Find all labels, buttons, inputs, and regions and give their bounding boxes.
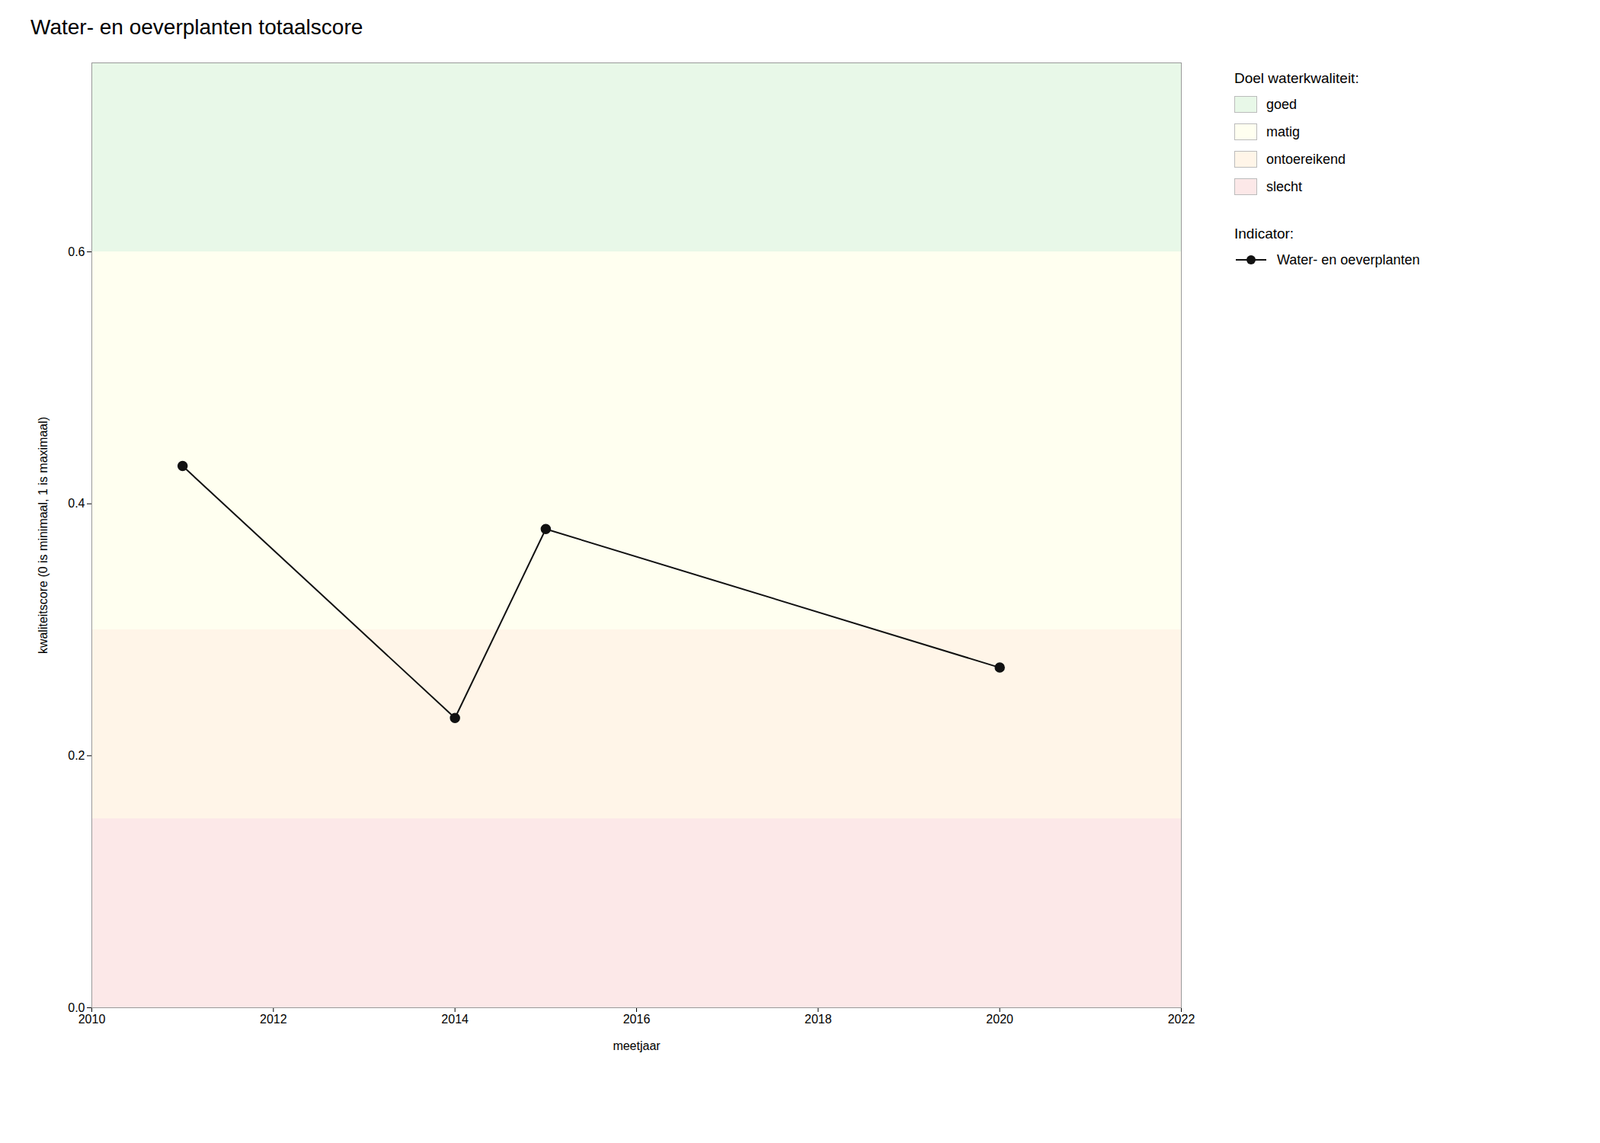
svg-text:2012: 2012 — [259, 1012, 288, 1026]
html-text:Water- en oeverplanten: Water- en oeverplanten — [1276, 251, 1420, 268]
svg-text:2020: 2020 — [985, 1012, 1014, 1026]
html-text:goed: goed — [1266, 96, 1297, 112]
svg-text:2022: 2022 — [1168, 1012, 1196, 1026]
html-text:Doel waterkwaliteit:: Doel waterkwaliteit: — [1234, 70, 1360, 87]
svg-text:0.4: 0.4 — [67, 496, 85, 510]
html-text:Water- en oeverplanten totaals: Water- en oeverplanten totaalscore — [30, 15, 363, 39]
html-text:ontoereikend: ontoereikend — [1266, 151, 1346, 167]
svg-text:0.6: 0.6 — [67, 245, 85, 259]
svg-text:2014: 2014 — [441, 1012, 469, 1026]
svg-text:0.2: 0.2 — [67, 748, 85, 762]
svg-text:kwaliteitscore (0 is minimaal,: kwaliteitscore (0 is minimaal, 1 is maxi… — [36, 416, 50, 654]
svg-text:meetjaar: meetjaar — [612, 1039, 661, 1053]
svg-text:2018: 2018 — [804, 1012, 832, 1026]
html-text:slecht: slecht — [1266, 178, 1303, 194]
svg-text:2010: 2010 — [78, 1012, 106, 1026]
html-text:matig: matig — [1266, 123, 1300, 140]
svg-text:0.0: 0.0 — [68, 1000, 85, 1014]
html-text:Indicator:: Indicator: — [1234, 225, 1294, 242]
svg-text:2016: 2016 — [623, 1012, 651, 1026]
